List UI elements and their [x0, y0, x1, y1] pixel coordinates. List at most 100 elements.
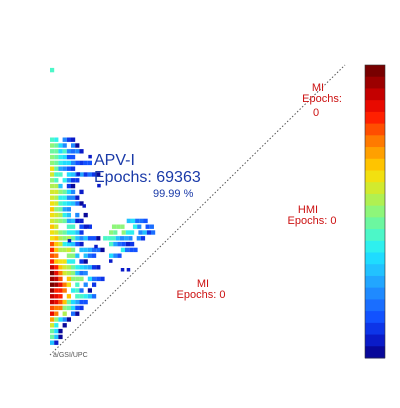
heatmap-cell [142, 230, 147, 235]
colorbar-segment [365, 322, 385, 336]
heatmap-cell [71, 218, 76, 224]
heatmap-cell [50, 311, 55, 316]
heatmap-cell [115, 236, 120, 241]
heatmap-cell [54, 166, 59, 171]
heatmap-cell [58, 143, 63, 148]
heatmap-cell [66, 259, 71, 264]
heatmap-cell [66, 270, 71, 276]
heatmap-cell [50, 270, 55, 276]
heatmap-cell [107, 236, 112, 241]
heatmap-cell [71, 160, 76, 166]
heatmap-cell [109, 241, 114, 247]
heatmap-cell [50, 160, 55, 166]
heatmap-cell [62, 207, 67, 212]
heatmap-cell [62, 311, 67, 316]
heatmap-cell [79, 288, 84, 293]
heatmap-cell [117, 241, 122, 247]
colorbar-frame [364, 64, 386, 359]
heatmap-cell [50, 149, 55, 154]
heatmap-cell [58, 265, 63, 270]
colorbar-segment [365, 76, 385, 89]
heatmap-cell [83, 270, 88, 276]
heatmap-cell [54, 265, 59, 270]
heatmap-cell [92, 265, 97, 270]
heatmap-cell [50, 207, 55, 212]
heatmap-cell [54, 236, 59, 241]
heatmap-cell [50, 299, 55, 305]
heatmap-cell [119, 236, 125, 241]
heatmap-cell [66, 253, 71, 258]
heatmap-cell [136, 236, 141, 241]
heatmap-cell [71, 183, 76, 189]
heatmap-cell [79, 160, 84, 166]
heatmap-cell [58, 230, 63, 235]
mi-lower-region-name: MI [197, 278, 209, 290]
heatmap-cell [62, 178, 67, 183]
heatmap-cell [121, 241, 126, 247]
heatmap-cell [79, 172, 84, 177]
heatmap-cell [58, 241, 63, 247]
colorbar-segment [365, 170, 385, 183]
heatmap-cell [79, 189, 84, 195]
heatmap-cell [54, 299, 59, 305]
heatmap-cell [62, 154, 67, 160]
heatmap-cell [58, 189, 63, 195]
heatmap-cell [58, 317, 63, 322]
heatmap-cell [54, 328, 59, 334]
heatmap-cell [79, 276, 84, 282]
heatmap-cell [58, 218, 63, 224]
heatmap-cell [113, 241, 118, 247]
heatmap-cell [66, 276, 71, 282]
heatmap-cell [87, 236, 92, 241]
colorbar-segment [365, 88, 385, 101]
heatmap-cell [66, 218, 71, 224]
heatmap-cell [50, 154, 55, 160]
heatmap-cell [54, 241, 59, 247]
heatmap-cell [50, 212, 55, 218]
heatmap-cell [71, 305, 76, 311]
heatmap-cell [88, 154, 92, 159]
heatmap-cell [143, 218, 148, 224]
heatmap-cell [54, 288, 59, 293]
heatmap-cell [62, 212, 67, 218]
colorbar-segment [365, 346, 385, 359]
hmi-region-name: HMI [298, 204, 318, 216]
heatmap-cell [66, 317, 71, 322]
heatmap-cell [50, 241, 55, 247]
heatmap-cell [54, 154, 59, 160]
heatmap-cell [66, 299, 71, 305]
heatmap-cell [50, 166, 55, 171]
colorbar-segment [365, 252, 385, 265]
heatmap-cell [54, 183, 59, 189]
heatmap-cell [113, 253, 118, 258]
heatmap-cell [87, 276, 92, 282]
heatmap-cell [125, 247, 130, 253]
heatmap-cell [75, 294, 80, 299]
colorbar-segment [365, 111, 385, 125]
heatmap-cell [58, 288, 63, 293]
heatmap-cell [50, 288, 55, 293]
heatmap-cell [71, 247, 76, 253]
heatmap-cell [54, 253, 59, 258]
heatmap-cell [87, 265, 92, 270]
heatmap-cell [62, 149, 67, 154]
heatmap-cell [71, 189, 76, 195]
heatmap-cell [138, 230, 143, 235]
heatmap-cell [50, 195, 55, 200]
heatmap-cell [103, 236, 108, 241]
heatmap-cell [54, 259, 59, 264]
heatmap-cell [66, 236, 71, 241]
colorbar-segment [365, 147, 385, 160]
heatmap-cell [66, 265, 71, 270]
heatmap-cell [66, 154, 71, 160]
heatmap-cell [87, 160, 92, 166]
heatmap-cell [151, 230, 156, 235]
heatmap-cell [54, 160, 59, 166]
heatmap-cell [71, 236, 76, 241]
heatmap-cell [54, 270, 59, 276]
heatmap-cell [83, 282, 88, 287]
heatmap-cell [54, 143, 59, 148]
heatmap-cell [58, 149, 63, 154]
heatmap-cell [92, 276, 97, 282]
